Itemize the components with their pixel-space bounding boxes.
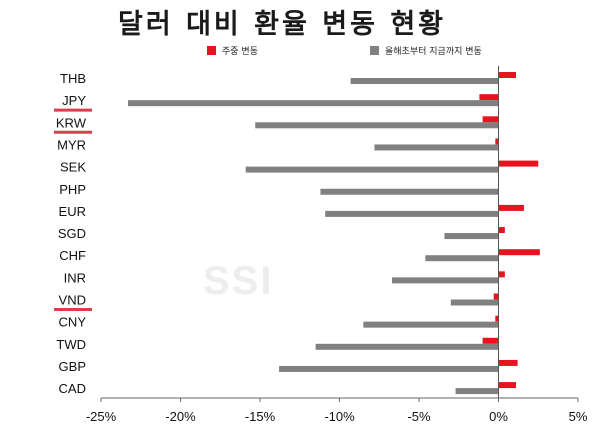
x-tick-label: 0% [489, 409, 508, 424]
bar-weekly-cny [495, 315, 499, 322]
bar-ytd-cad [455, 388, 499, 395]
category-label-vnd: VND [59, 293, 86, 308]
legend-swatch-ytd [370, 45, 379, 55]
category-label-jpy: JPY [62, 93, 86, 108]
chart-title: 달러 대비 환율 변동 현황 [118, 9, 446, 40]
bar-ytd-eur [325, 210, 499, 217]
bar-weekly-twd [482, 337, 499, 344]
bar-ytd-myr [374, 144, 499, 151]
category-label-twd: TWD [56, 337, 86, 352]
bar-weekly-sgd [498, 227, 505, 234]
x-tick-label: -25% [86, 409, 117, 424]
category-label-myr: MYR [57, 137, 86, 152]
legend-label-weekly: 주중 변동 [222, 46, 258, 57]
category-label-chf: CHF [59, 248, 86, 263]
legend-item-ytd: 올해초부터 지금까지 변동 [370, 44, 482, 57]
bar-ytd-sgd [444, 233, 499, 240]
category-label-sgd: SGD [58, 226, 86, 241]
bar-weekly-chf [498, 249, 540, 256]
bar-ytd-thb [350, 78, 499, 84]
x-tick-label: -5% [407, 409, 431, 424]
x-tick-label: -10% [324, 409, 355, 424]
watermark-text: SSI [203, 259, 273, 303]
category-label-cny: CNY [59, 315, 87, 330]
legend-item-weekly: 주중 변동 [207, 44, 258, 57]
bar-ytd-inr [391, 277, 499, 284]
bar-ytd-vnd [450, 299, 499, 306]
bar-weekly-eur [498, 204, 524, 211]
legend-label-ytd: 올해초부터 지금까지 변동 [385, 46, 482, 57]
bar-weekly-jpy [479, 94, 499, 101]
bar-weekly-myr [495, 138, 499, 145]
bar-weekly-cad [498, 382, 516, 389]
bar-ytd-php [320, 188, 499, 195]
bar-weekly-inr [498, 271, 505, 278]
category-label-cad: CAD [59, 381, 86, 396]
bar-ytd-cny [363, 321, 499, 328]
x-tick-label: -15% [245, 409, 276, 424]
category-label-krw: KRW [56, 115, 87, 130]
category-label-php: PHP [59, 182, 86, 197]
bar-ytd-twd [315, 343, 499, 350]
bar-weekly-sek [498, 160, 539, 167]
category-label-inr: INR [64, 270, 86, 285]
bar-ytd-chf [425, 255, 499, 262]
category-label-eur: EUR [59, 204, 86, 219]
category-label-sek: SEK [60, 160, 86, 175]
bar-weekly-vnd [493, 293, 499, 300]
bar-ytd-sek [245, 166, 499, 173]
x-tick-label: -20% [165, 409, 196, 424]
category-label-gbp: GBP [59, 359, 86, 374]
bar-ytd-jpy [128, 100, 499, 107]
bar-ytd-gbp [279, 365, 499, 372]
bar-ytd-krw [255, 122, 499, 129]
bar-weekly-krw [482, 116, 499, 123]
legend-swatch-weekly [207, 45, 216, 55]
bar-weekly-gbp [498, 359, 518, 366]
category-label-thb: THB [60, 71, 86, 86]
x-tick-label: 5% [569, 409, 588, 424]
bar-weekly-thb [498, 72, 516, 78]
